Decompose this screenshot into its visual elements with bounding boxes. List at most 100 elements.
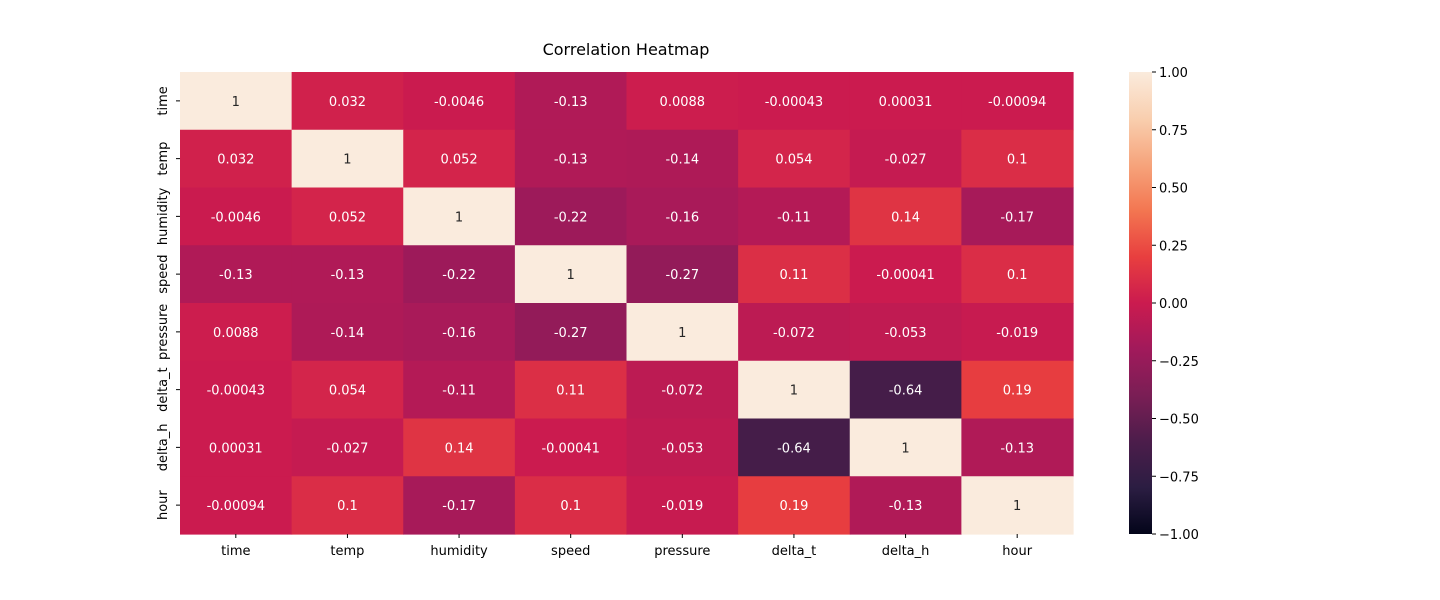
y-tick-label: time — [156, 86, 171, 115]
cell-annotation: -0.11 — [777, 210, 811, 225]
heatmap-cell-delta_t-time — [180, 360, 293, 420]
colorbar-tick-label: −0.25 — [1159, 355, 1199, 370]
heatmap-cell-hour-delta_t — [738, 476, 851, 535]
x-tick-label: time — [221, 544, 250, 559]
heatmap-cell-delta_h-time — [180, 418, 293, 477]
heatmap-cell-pressure-delta_t — [738, 303, 851, 362]
cell-annotation: -0.00041 — [876, 268, 934, 283]
cell-annotation: 0.14 — [891, 210, 920, 225]
heatmap-cell-time-delta_t — [738, 72, 851, 131]
cell-annotation: 0.11 — [556, 384, 585, 399]
x-tick-label: speed — [551, 544, 590, 559]
heatmap-cell-pressure-time — [180, 303, 293, 362]
heatmap-cell-speed-speed — [514, 245, 628, 304]
colorbar-tick-label: 0.50 — [1159, 182, 1188, 197]
cell-annotation: -0.22 — [554, 210, 588, 225]
cell-annotation: 0.00031 — [879, 95, 933, 110]
cell-annotation: -0.13 — [554, 95, 588, 110]
heatmap-cells — [180, 72, 1074, 535]
heatmap-cell-delta_h-hour — [961, 418, 1074, 477]
heatmap-cell-time-humidity — [403, 72, 516, 131]
cell-annotation: -0.00041 — [541, 441, 599, 456]
heatmap-cell-temp-delta_t — [738, 129, 851, 189]
heatmap-cell-delta_h-delta_h — [849, 418, 962, 477]
heatmap-cell-delta_h-delta_t — [738, 418, 851, 477]
heatmap-cell-hour-delta_h — [849, 476, 962, 535]
colorbar-tick-label: 0.25 — [1159, 239, 1188, 254]
heatmap-annotations: 1 0.032 -0.0046 -0.13 0.0088 -0.00043 0.00031 -… — [207, 95, 1047, 514]
heatmap-cell-time-speed — [514, 72, 628, 131]
heatmap-cell-delta_t-pressure — [626, 360, 739, 420]
heatmap-cell-pressure-pressure — [626, 303, 739, 362]
cell-annotation: 0.1 — [1007, 268, 1028, 283]
heatmap-cell-speed-time — [180, 245, 293, 304]
cell-annotation: -0.019 — [661, 499, 703, 514]
cell-annotation: -0.13 — [554, 153, 588, 168]
cell-annotation: 0.00031 — [209, 441, 263, 456]
cell-annotation: 1 — [678, 326, 686, 341]
heatmap-cell-hour-speed — [514, 476, 628, 535]
cell-annotation: -0.0046 — [211, 210, 261, 225]
cell-annotation: -0.072 — [661, 384, 703, 399]
cell-annotation: 0.1 — [1007, 153, 1028, 168]
cell-annotation: -0.14 — [665, 153, 699, 168]
y-tick-label: speed — [156, 254, 171, 293]
cell-annotation: 1 — [232, 95, 240, 110]
heatmap-cell-pressure-delta_h — [849, 303, 962, 362]
cell-annotation: 1 — [790, 384, 798, 399]
heatmap-cell-pressure-temp — [291, 303, 404, 362]
heatmap-cell-temp-delta_h — [849, 129, 962, 189]
cell-annotation: -0.16 — [442, 326, 476, 341]
heatmap-cell-speed-hour — [961, 245, 1074, 304]
x-axis: time temp humidity speed pressure delta_t delt… — [221, 534, 1033, 559]
colorbar: 1.00 0.75 0.50 0.25 0.00 −0.25 −0.50 −0.75 −1.00 — [1129, 66, 1199, 543]
cell-annotation: 0.052 — [440, 153, 477, 168]
cell-annotation: -0.13 — [1000, 441, 1034, 456]
cell-annotation: 0.052 — [329, 210, 366, 225]
heatmap-cell-hour-pressure — [626, 476, 739, 535]
chart-title: Correlation Heatmap — [543, 40, 710, 59]
cell-annotation: -0.027 — [326, 441, 368, 456]
colorbar-tick-label: 0.75 — [1159, 124, 1188, 139]
heatmap-cell-humidity-delta_h — [849, 187, 962, 246]
colorbar-tick-label: 1.00 — [1159, 66, 1188, 81]
x-tick-label: humidity — [430, 544, 488, 559]
heatmap-cell-time-pressure — [626, 72, 739, 131]
heatmap-cell-temp-hour — [961, 129, 1074, 189]
heatmap-cell-delta_t-humidity — [403, 360, 516, 420]
heatmap-cell-delta_t-delta_t — [738, 360, 851, 420]
heatmap-cell-time-delta_h — [849, 72, 962, 131]
heatmap-cell-humidity-delta_t — [738, 187, 851, 246]
y-tick-label: delta_t — [156, 367, 171, 412]
cell-annotation: 0.19 — [1003, 384, 1032, 399]
heatmap-cell-pressure-humidity — [403, 303, 516, 362]
heatmap-cell-temp-time — [180, 129, 293, 189]
cell-annotation: 0.1 — [337, 499, 358, 514]
cell-annotation: 0.1 — [560, 499, 581, 514]
heatmap-cell-hour-time — [180, 476, 293, 535]
cell-annotation: 0.11 — [779, 268, 808, 283]
heatmap-cell-delta_h-speed — [514, 418, 628, 477]
heatmap-cell-temp-speed — [514, 129, 628, 189]
heatmap-cell-speed-temp — [291, 245, 404, 304]
cell-annotation: -0.13 — [331, 268, 365, 283]
heatmap-cell-delta_t-speed — [514, 360, 628, 420]
cell-annotation: -0.11 — [442, 384, 476, 399]
cell-annotation: -0.00043 — [765, 95, 823, 110]
x-tick-label: delta_t — [772, 544, 817, 559]
cell-annotation: -0.053 — [661, 441, 703, 456]
heatmap-cell-temp-temp — [291, 129, 404, 189]
heatmap-cell-hour-hour — [961, 476, 1074, 535]
y-tick-label: pressure — [156, 304, 171, 360]
cell-annotation: -0.64 — [777, 441, 811, 456]
cell-annotation: -0.13 — [219, 268, 253, 283]
colorbar-tick-label: −0.50 — [1159, 413, 1199, 428]
heatmap-cell-humidity-speed — [514, 187, 628, 246]
heatmap-cell-speed-delta_h — [849, 245, 962, 304]
cell-annotation: -0.16 — [665, 210, 699, 225]
heatmap-cell-speed-pressure — [626, 245, 739, 304]
heatmap-cell-humidity-time — [180, 187, 293, 246]
y-tick-label: delta_h — [156, 424, 171, 472]
cell-annotation: 0.19 — [779, 499, 808, 514]
